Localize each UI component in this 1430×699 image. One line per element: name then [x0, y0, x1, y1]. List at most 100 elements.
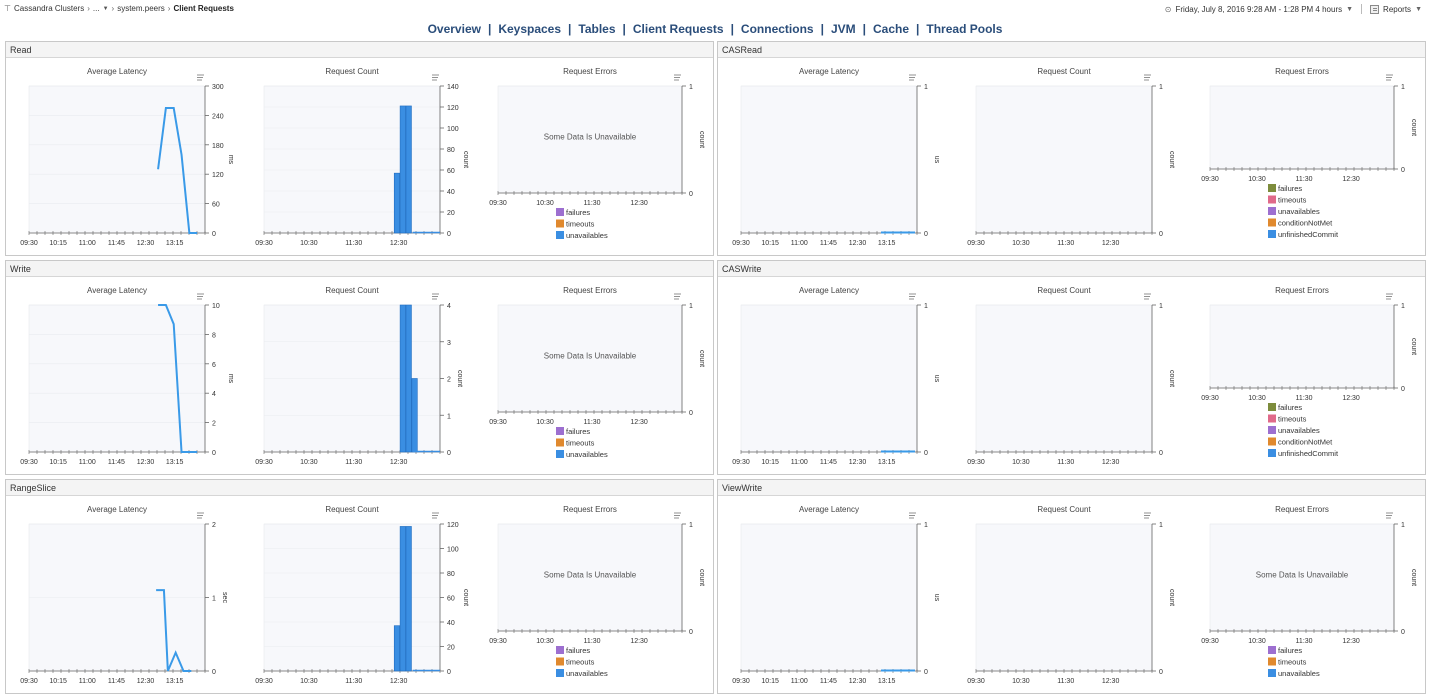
- x-tick-label: 09:30: [1201, 176, 1219, 183]
- plot-area: [497, 85, 683, 194]
- y-tick-label: 0: [1401, 386, 1405, 393]
- chart-request-errors: Request Errors 0 1 count 09:30 10:30 11:30 12:3…: [1201, 286, 1417, 458]
- tab-thread-pools[interactable]: Thread Pools: [926, 22, 1003, 36]
- plot-area: [497, 523, 683, 632]
- time-range-selector[interactable]: Friday, July 8, 2016 9:28 AM - 1:28 PM 4…: [1175, 4, 1343, 14]
- x-tick-label: 13:15: [166, 678, 184, 685]
- panel-viewwrite: ViewWrite Average Latency 0 1 us 09:30 10:15 1…: [717, 479, 1426, 694]
- legend-label: timeouts: [566, 220, 595, 229]
- tab-client-requests[interactable]: Client Requests: [632, 22, 724, 36]
- y-tick-label: 0: [1401, 167, 1405, 174]
- breadcrumb-root[interactable]: Cassandra Clusters: [13, 4, 85, 13]
- panel-charts: Average Latency 0 1 us 09:30 10:15 11:00 11:45 1…: [732, 286, 1417, 466]
- y-tick-label: 1: [689, 84, 693, 91]
- y-tick-label: 1: [1159, 303, 1163, 310]
- x-tick-label: 10:30: [300, 678, 318, 685]
- y-tick-label: 0: [1401, 629, 1405, 636]
- chart-request-errors: Request Errors 0 1 count 09:30 10:30 11:30 12:3…: [1201, 505, 1417, 678]
- legend-swatch: [1268, 218, 1276, 227]
- y-tick-label: 0: [1159, 231, 1163, 238]
- y-tick-label: 40: [447, 189, 455, 196]
- x-tick-label: 10:30: [300, 459, 318, 466]
- tab-connections[interactable]: Connections: [740, 22, 814, 36]
- chevron-down-icon[interactable]: ▼: [1346, 5, 1354, 13]
- legend-label: unavailables: [566, 231, 608, 240]
- legend-swatch: [1268, 230, 1276, 238]
- x-tick-label: 09:30: [967, 240, 985, 247]
- chart-title: Average Latency: [87, 286, 147, 295]
- tab-jvm[interactable]: JVM: [830, 22, 856, 36]
- legend-label: conditionNotMet: [1278, 219, 1333, 228]
- tab-tables[interactable]: Tables: [578, 22, 616, 36]
- legend-swatch: [556, 231, 564, 239]
- x-tick-label: 09:30: [489, 419, 507, 426]
- x-tick-label: 12:30: [849, 678, 867, 685]
- y-axis-label: count: [456, 370, 463, 387]
- x-tick-label: 10:15: [49, 678, 67, 685]
- x-tick-label: 13:15: [878, 240, 896, 247]
- panel-charts: Average Latency 0 1 us 09:30 10:15 11:00 11:45 1…: [732, 67, 1417, 247]
- plot-area: [1209, 523, 1395, 632]
- legend-label: unfinishedCommit: [1278, 449, 1339, 458]
- x-tick-label: 10:15: [761, 678, 779, 685]
- chart-request-count: Request Count 0 1 count 09:30 10:30 11:30 12:30: [967, 67, 1175, 247]
- x-tick-label: 12:30: [630, 419, 648, 426]
- panel-write: Write Average Latency 0 2 4 6 8 10 ms 09:30 10:15…: [5, 260, 714, 475]
- y-tick-label: 10: [212, 303, 220, 310]
- y-tick-label: 100: [447, 547, 459, 554]
- tab-keyspaces[interactable]: Keyspaces: [498, 22, 562, 36]
- legend-label: timeouts: [566, 439, 595, 448]
- legend-label: failures: [566, 646, 590, 655]
- bar: [399, 304, 406, 453]
- x-tick-label: 11:30: [584, 419, 601, 426]
- x-tick-label: 09:30: [732, 678, 750, 685]
- panel-caswrite: CASWrite Average Latency 0 1 us 09:30 10:15 11…: [717, 260, 1426, 475]
- x-tick-label: 12:30: [390, 678, 408, 685]
- legend-label: unavailables: [566, 669, 608, 678]
- x-tick-label: 11:30: [345, 678, 362, 685]
- x-tick-label: 10:30: [536, 638, 554, 645]
- x-tick-label: 09:30: [967, 678, 985, 685]
- y-tick-label: 0: [212, 450, 216, 457]
- chart-title: Average Latency: [799, 286, 859, 295]
- y-axis-label: count: [1168, 151, 1175, 168]
- x-tick-label: 09:30: [732, 240, 750, 247]
- reports-button[interactable]: Reports: [1383, 4, 1412, 14]
- legend-label: unavailables: [1278, 426, 1320, 435]
- x-tick-label: 10:30: [1248, 638, 1266, 645]
- y-axis-label: sec: [221, 592, 228, 603]
- y-tick-label: 240: [212, 113, 224, 120]
- x-tick-label: 12:30: [630, 200, 648, 207]
- x-tick-label: 09:30: [20, 459, 38, 466]
- x-tick-label: 12:30: [1342, 176, 1360, 183]
- x-tick-label: 09:30: [732, 459, 750, 466]
- y-tick-label: 1: [689, 303, 693, 310]
- x-tick-label: 10:15: [761, 240, 779, 247]
- chevron-down-icon[interactable]: ▼: [1415, 5, 1422, 13]
- tab-separator: |: [862, 22, 866, 36]
- chart-average-latency: Average Latency 0 1 us 09:30 10:15 11:00 11:45 1…: [732, 67, 940, 247]
- chevron-down-icon[interactable]: ▼: [102, 5, 109, 12]
- tab-cache[interactable]: Cache: [873, 22, 910, 36]
- tab-overview[interactable]: Overview: [427, 22, 481, 36]
- bar: [393, 172, 401, 234]
- x-tick-label: 12:30: [1342, 638, 1360, 645]
- y-tick-label: 3: [447, 340, 451, 347]
- y-tick-label: 1: [212, 596, 216, 603]
- y-axis-label: us: [933, 375, 940, 383]
- panel-casread: CASRead Average Latency 0 1 us 09:30 10:15 11:…: [717, 41, 1426, 256]
- plot-area: [28, 85, 206, 234]
- breadcrumb-table[interactable]: system.peers: [117, 4, 165, 13]
- y-tick-label: 4: [447, 303, 451, 310]
- legend-swatch: [1268, 195, 1276, 204]
- x-tick-label: 09:30: [20, 678, 38, 685]
- divider: [1361, 4, 1363, 14]
- y-tick-label: 1: [1401, 303, 1405, 310]
- x-tick-label: 11:30: [345, 240, 362, 247]
- x-tick-label: 09:30: [255, 459, 273, 466]
- chart-title: Average Latency: [799, 67, 859, 76]
- x-tick-label: 11:00: [79, 678, 96, 685]
- breadcrumb-current: Client Requests: [173, 4, 234, 13]
- x-tick-label: 11:45: [820, 459, 837, 466]
- breadcrumb-ellipsis[interactable]: ...: [92, 4, 100, 13]
